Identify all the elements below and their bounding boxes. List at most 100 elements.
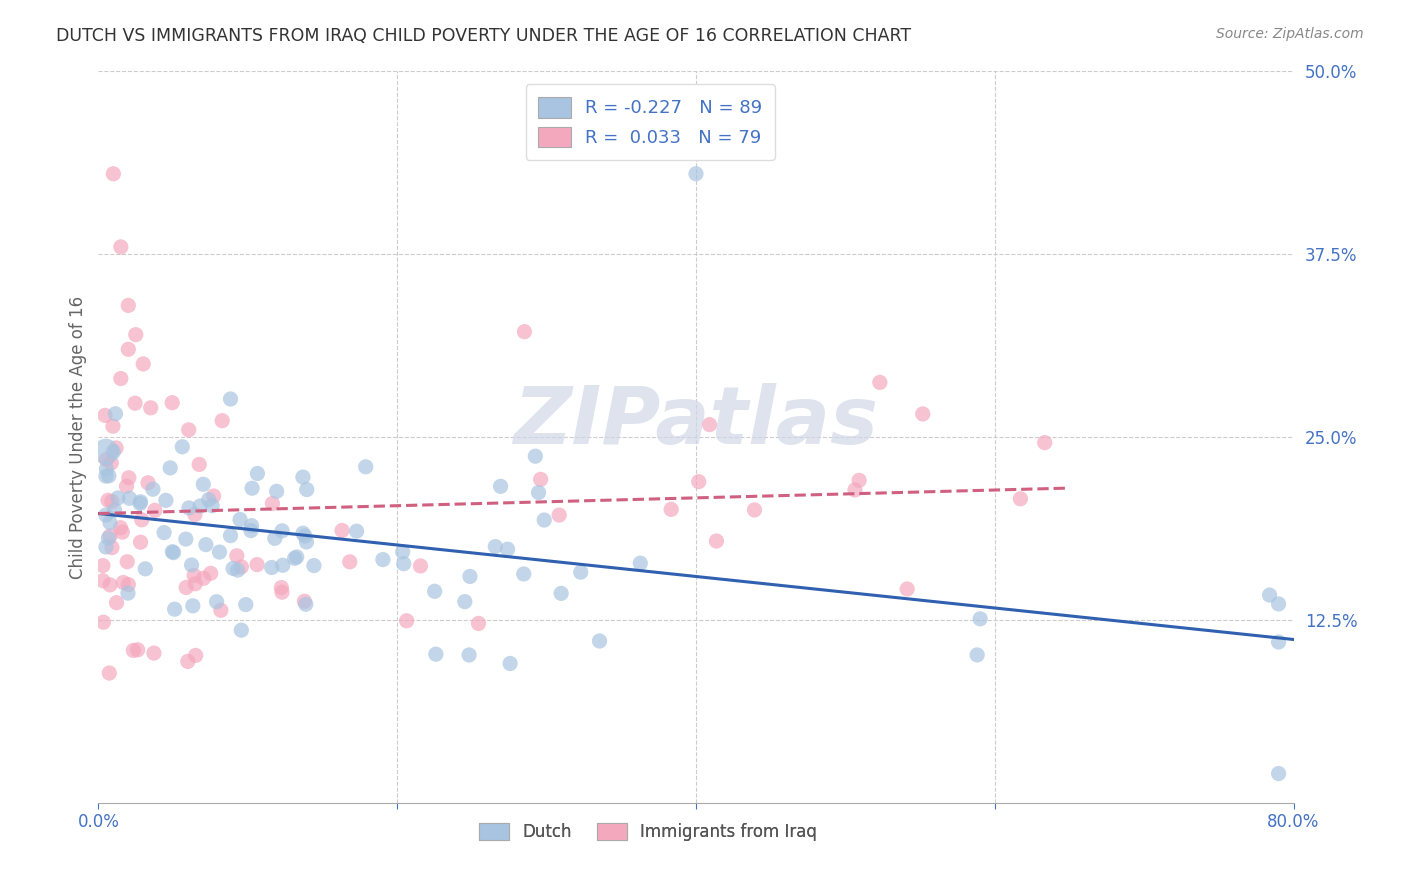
Point	[225, 549, 247, 563]
Point	[513, 566, 536, 581]
Point	[222, 561, 245, 575]
Point	[125, 327, 148, 342]
Point	[94, 409, 117, 423]
Point	[98, 666, 121, 681]
Point	[423, 584, 446, 599]
Point	[467, 616, 489, 631]
Point	[117, 586, 139, 600]
Point	[395, 614, 418, 628]
Point	[484, 540, 506, 554]
Point	[231, 560, 253, 574]
Point	[96, 452, 118, 467]
Point	[174, 581, 197, 595]
Point	[134, 562, 156, 576]
Point	[181, 599, 204, 613]
Point	[155, 493, 177, 508]
Point	[177, 654, 200, 668]
Point	[270, 581, 292, 595]
Point	[548, 508, 571, 522]
Point	[107, 491, 129, 505]
Point	[458, 569, 481, 583]
Point	[229, 512, 252, 526]
Point	[91, 558, 114, 573]
Point	[294, 594, 316, 608]
Point	[226, 563, 249, 577]
Point	[209, 603, 232, 617]
Point	[302, 558, 325, 573]
Point	[291, 526, 314, 541]
Point	[104, 503, 127, 517]
Point	[101, 419, 124, 434]
Point	[184, 576, 207, 591]
Text: ZIPatlas: ZIPatlas	[513, 384, 879, 461]
Point	[194, 538, 217, 552]
Point	[346, 524, 368, 539]
Point	[124, 396, 146, 410]
Point	[339, 555, 361, 569]
Point	[1267, 597, 1289, 611]
Point	[454, 594, 477, 608]
Point	[330, 524, 353, 538]
Point	[246, 467, 269, 481]
Point	[163, 602, 186, 616]
Point	[172, 440, 194, 454]
Point	[159, 461, 181, 475]
Point	[101, 541, 124, 555]
Point	[91, 574, 114, 588]
Point	[271, 558, 294, 573]
Point	[132, 357, 155, 371]
Point	[533, 513, 555, 527]
Point	[97, 493, 120, 508]
Point	[294, 529, 316, 543]
Point	[188, 458, 211, 472]
Point	[118, 471, 141, 485]
Point	[409, 558, 432, 573]
Point	[294, 597, 316, 611]
Point	[202, 489, 225, 503]
Point	[262, 496, 284, 510]
Point	[112, 575, 135, 590]
Legend: Dutch, Immigrants from Iraq: Dutch, Immigrants from Iraq	[471, 814, 825, 849]
Point	[97, 468, 120, 483]
Point	[240, 481, 263, 495]
Y-axis label: Child Poverty Under the Age of 16: Child Poverty Under the Age of 16	[69, 295, 87, 579]
Point	[744, 503, 766, 517]
Point	[129, 535, 152, 549]
Point	[103, 444, 125, 458]
Point	[127, 642, 149, 657]
Point	[266, 484, 288, 499]
Point	[184, 508, 207, 522]
Point	[110, 240, 132, 254]
Point	[392, 557, 415, 571]
Point	[96, 462, 118, 476]
Point	[100, 456, 122, 470]
Point	[177, 500, 200, 515]
Point	[110, 371, 132, 385]
Point	[688, 475, 710, 489]
Point	[177, 423, 200, 437]
Point	[969, 612, 991, 626]
Point	[1267, 766, 1289, 780]
Point	[231, 623, 253, 637]
Point	[94, 469, 117, 483]
Point	[160, 395, 183, 409]
Point	[110, 521, 132, 535]
Point	[246, 558, 269, 572]
Point	[911, 407, 934, 421]
Point	[513, 325, 536, 339]
Point	[143, 503, 166, 517]
Point	[489, 479, 512, 493]
Point	[183, 568, 205, 582]
Point	[193, 571, 215, 585]
Point	[271, 585, 294, 599]
Point	[219, 392, 242, 406]
Point	[131, 513, 153, 527]
Point	[291, 470, 314, 484]
Point	[1033, 435, 1056, 450]
Point	[98, 529, 121, 543]
Point	[530, 472, 553, 486]
Text: DUTCH VS IMMIGRANTS FROM IRAQ CHILD POVERTY UNDER THE AGE OF 16 CORRELATION CHAR: DUTCH VS IMMIGRANTS FROM IRAQ CHILD POVE…	[56, 27, 911, 45]
Point	[391, 545, 413, 559]
Point	[235, 598, 257, 612]
Point	[117, 298, 139, 312]
